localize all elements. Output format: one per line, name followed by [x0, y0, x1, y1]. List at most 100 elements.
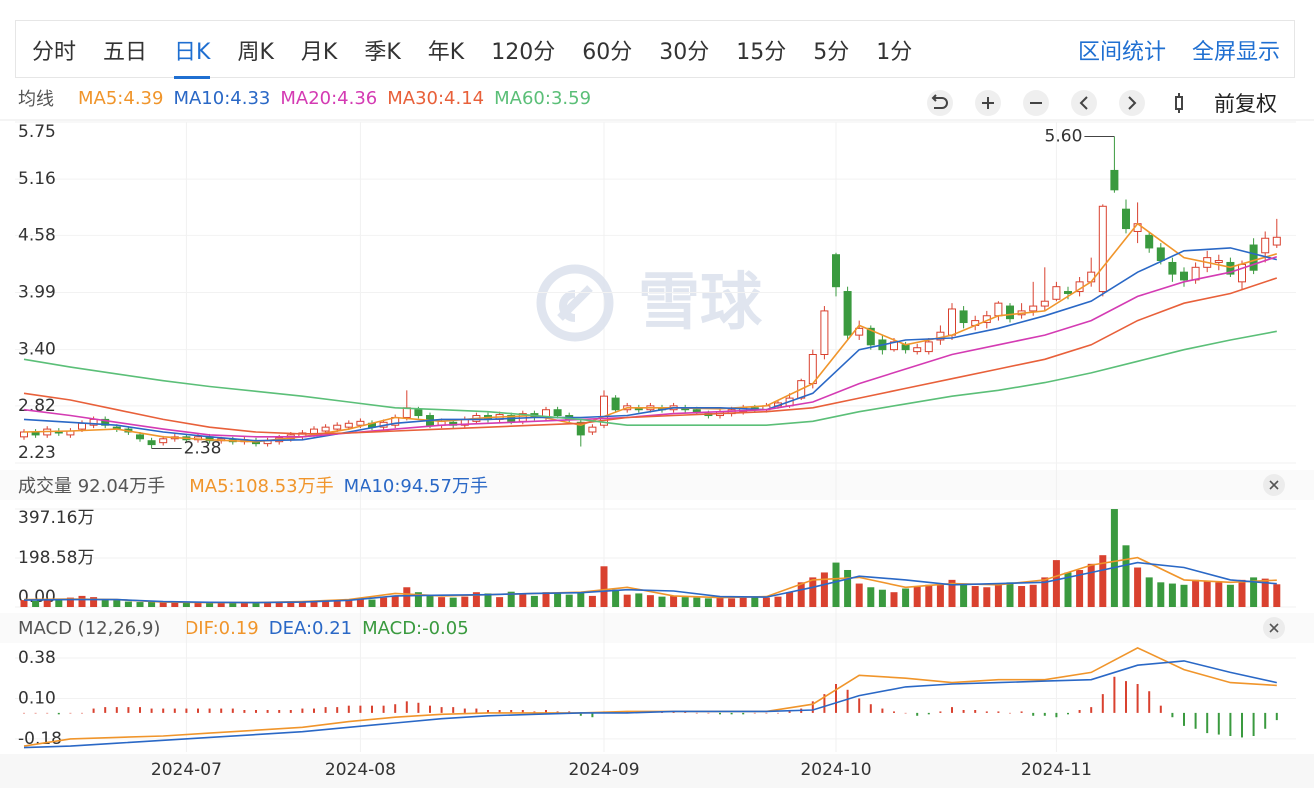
macd-bar: [881, 708, 884, 713]
candle-body: [112, 426, 121, 430]
candle-body: [704, 413, 713, 417]
macd-bar: [962, 710, 965, 713]
macd-bar: [568, 711, 571, 713]
action[interactable]: 区间统计: [1077, 40, 1166, 65]
candle-body: [1110, 169, 1119, 191]
volume-bar: [983, 587, 991, 607]
candle-body: [217, 438, 226, 442]
tab[interactable]: 120分: [491, 40, 556, 65]
macd-bar: [405, 701, 408, 713]
candle-body: [1052, 286, 1061, 300]
macd-bar: [614, 711, 617, 713]
macd-bar: [742, 712, 745, 715]
candle-body: [20, 431, 28, 438]
candle-body: [820, 310, 829, 355]
macd-bar: [835, 684, 837, 713]
macd-bar: [57, 712, 60, 715]
tab[interactable]: 年K: [427, 40, 465, 65]
legend-item: MA5:4.39: [78, 87, 164, 109]
macd-bar: [649, 711, 652, 713]
tab[interactable]: 5分: [813, 40, 850, 65]
macd-bar: [173, 708, 176, 713]
tab[interactable]: 1分: [876, 40, 913, 65]
volume-bar: [530, 595, 538, 607]
tab[interactable]: 分时: [32, 40, 77, 65]
candle-body: [692, 409, 701, 413]
volume-bar: [1029, 584, 1037, 607]
macd-bar: [231, 708, 234, 713]
macd-bar: [1113, 676, 1116, 713]
candle-body: [924, 341, 933, 353]
volume-bar: [1064, 572, 1072, 607]
candle-body: [333, 424, 342, 430]
macd-bar: [69, 712, 72, 714]
macd-bar: [220, 708, 223, 713]
volume-bar: [1018, 586, 1026, 607]
macd-bar: [1043, 712, 1046, 716]
macd-bar: [916, 712, 919, 716]
volume-bar: [635, 593, 643, 607]
macd-bar: [382, 705, 385, 713]
volume-bar: [124, 601, 132, 607]
x-tick-label: 2024-08: [325, 760, 396, 780]
volume-bar: [902, 588, 910, 607]
candle-body: [565, 415, 574, 420]
candle-body: [43, 428, 52, 436]
macd-bar: [104, 707, 107, 713]
tab[interactable]: 日K: [174, 34, 211, 79]
tab[interactable]: 60分: [582, 40, 633, 65]
volume-bar: [971, 586, 979, 607]
macd-bar: [626, 711, 629, 713]
macd-bar: [869, 704, 872, 713]
volume-bar: [1261, 578, 1269, 607]
close-macd[interactable]: [1259, 613, 1289, 643]
adjust-button[interactable]: 前复权: [1214, 92, 1277, 116]
candle-body: [611, 397, 620, 411]
tab[interactable]: 五日: [103, 40, 148, 65]
macd-bar: [1067, 712, 1069, 715]
macd-bar: [765, 712, 768, 714]
candle-body: [31, 431, 40, 436]
tab[interactable]: 周K: [237, 40, 274, 65]
volume-bar: [588, 595, 596, 607]
volume-bar: [960, 583, 968, 607]
volume-bar: [844, 569, 852, 607]
close-volume[interactable]: [1259, 470, 1289, 500]
candle-body: [878, 339, 887, 351]
macd-bar: [1055, 712, 1058, 718]
candle-body: [1226, 261, 1235, 275]
macd-bar: [579, 712, 582, 716]
macd-bar: [197, 708, 199, 713]
y-tick-label: 0.38: [18, 648, 56, 668]
macd-bar: [1090, 707, 1093, 713]
volume-bar: [322, 600, 330, 607]
candle-body: [542, 409, 550, 418]
legend-item: MA60:3.59: [494, 87, 592, 109]
volume-bar: [449, 597, 457, 607]
candle-body: [275, 437, 284, 443]
macd-bar: [707, 712, 710, 714]
macd-bar: [823, 694, 826, 713]
volume-bar: [461, 596, 469, 607]
volume-bar: [136, 602, 144, 607]
tab[interactable]: 月K: [300, 40, 338, 65]
watermark-text: 雪球: [638, 265, 763, 338]
tab[interactable]: 15分: [736, 40, 787, 65]
y-tick-label: 198.58万: [18, 548, 94, 568]
volume-bar: [936, 583, 944, 607]
volume-bar: [612, 589, 620, 607]
volume-bar: [948, 579, 956, 607]
volume-bar: [693, 597, 701, 607]
action[interactable]: 全屏显示: [1191, 40, 1280, 65]
volume-bar: [391, 595, 399, 607]
tab[interactable]: 季K: [364, 40, 401, 65]
annotation: 2.38: [184, 438, 222, 458]
legend-item: MA10:94.57万手: [343, 476, 488, 497]
tab[interactable]: 30分: [659, 40, 710, 65]
volume-bar: [414, 592, 422, 607]
candle-body: [1098, 205, 1107, 293]
candle-body: [576, 421, 585, 436]
macd-bar: [278, 710, 281, 713]
volume-bar: [240, 602, 248, 607]
